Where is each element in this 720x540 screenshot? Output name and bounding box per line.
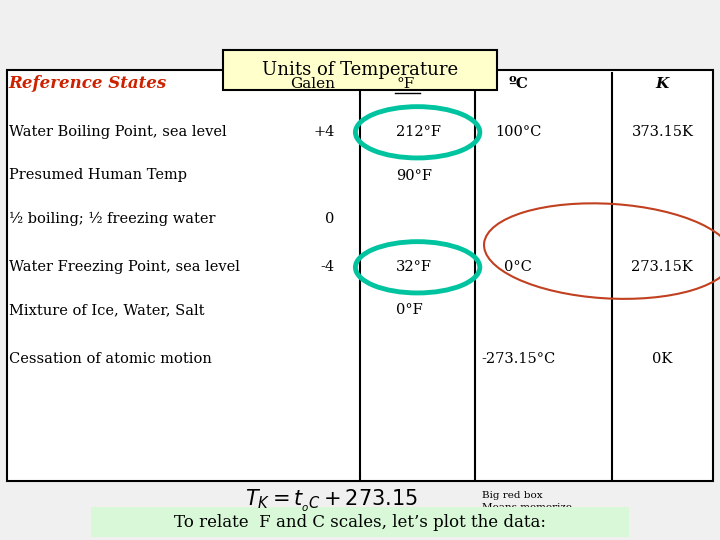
Text: Water Freezing Point, sea level: Water Freezing Point, sea level bbox=[9, 260, 240, 274]
Text: 373.15K: 373.15K bbox=[631, 125, 693, 139]
Text: Water Boiling Point, sea level: Water Boiling Point, sea level bbox=[9, 125, 226, 139]
Text: Means memorize: Means memorize bbox=[482, 503, 572, 512]
Text: ½ boiling; ½ freezing water: ½ boiling; ½ freezing water bbox=[9, 212, 215, 226]
Text: Galen: Galen bbox=[289, 77, 335, 91]
Text: To relate  F and C scales, let’s plot the data:: To relate F and C scales, let’s plot the… bbox=[174, 514, 546, 531]
Text: 273.15K: 273.15K bbox=[631, 260, 693, 274]
Text: +4: +4 bbox=[313, 125, 335, 139]
Text: 0K: 0K bbox=[652, 352, 672, 366]
Text: ºC: ºC bbox=[508, 77, 528, 91]
Text: 0°F: 0°F bbox=[396, 303, 423, 318]
Text: °F: °F bbox=[396, 77, 414, 91]
Text: K: K bbox=[656, 77, 669, 91]
Text: 0°C: 0°C bbox=[505, 260, 532, 274]
Text: -4: -4 bbox=[320, 260, 335, 274]
Text: 0: 0 bbox=[325, 212, 335, 226]
Text: 32°F: 32°F bbox=[396, 260, 432, 274]
FancyBboxPatch shape bbox=[223, 50, 497, 90]
Text: Units of Temperature: Units of Temperature bbox=[262, 61, 458, 79]
FancyBboxPatch shape bbox=[7, 70, 713, 481]
Text: Big red box: Big red box bbox=[482, 491, 543, 500]
Text: $T_K = t_{_{o}C} + 273.15$: $T_K = t_{_{o}C} + 273.15$ bbox=[245, 488, 418, 514]
Text: 100°C: 100°C bbox=[495, 125, 541, 139]
Text: Reference States: Reference States bbox=[9, 75, 167, 92]
Text: 90°F: 90°F bbox=[396, 168, 432, 183]
Text: -273.15°C: -273.15°C bbox=[481, 352, 556, 366]
Text: Cessation of atomic motion: Cessation of atomic motion bbox=[9, 352, 212, 366]
Text: Mixture of Ice, Water, Salt: Mixture of Ice, Water, Salt bbox=[9, 303, 204, 318]
Text: 212°F: 212°F bbox=[396, 125, 441, 139]
Text: Presumed Human Temp: Presumed Human Temp bbox=[9, 168, 186, 183]
FancyBboxPatch shape bbox=[91, 507, 629, 537]
